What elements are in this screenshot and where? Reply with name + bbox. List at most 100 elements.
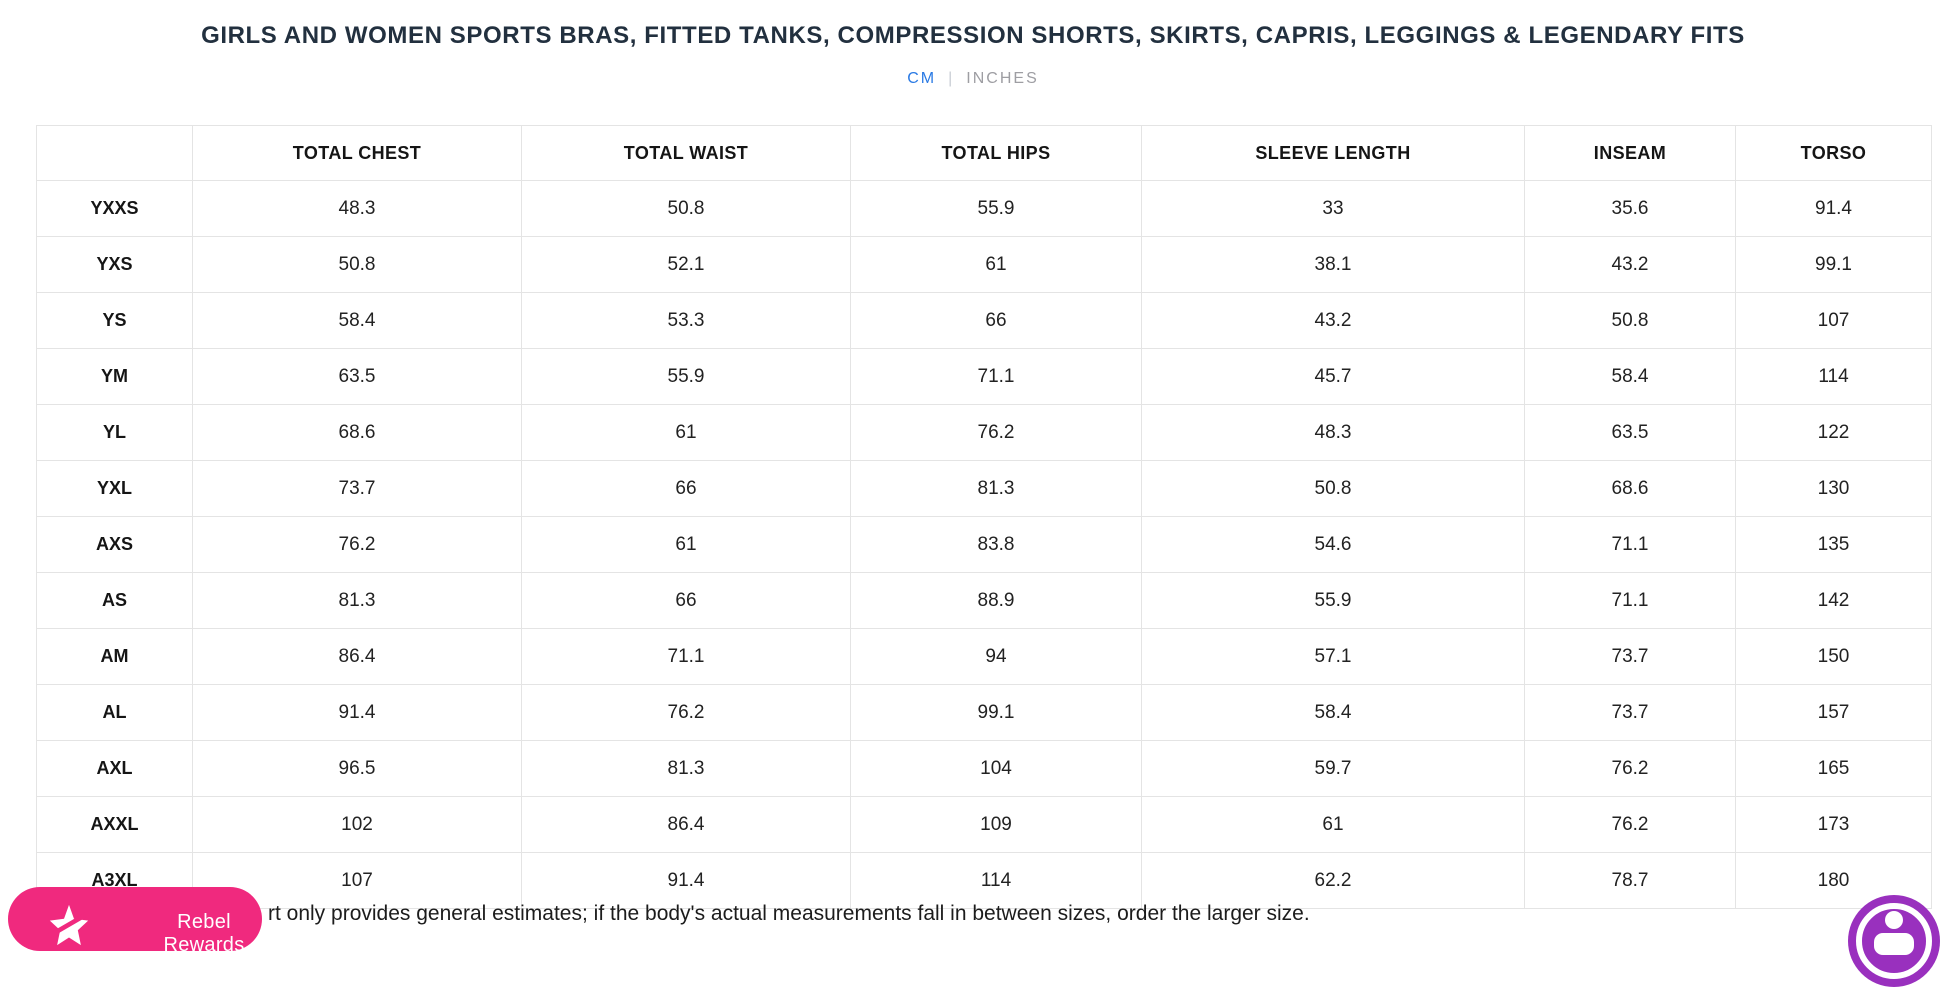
size-chart-table: TOTAL CHEST TOTAL WAIST TOTAL HIPS SLEEV… — [36, 125, 1932, 909]
rebel-star-icon — [48, 904, 89, 946]
measurement-cell: 53.3 — [521, 292, 851, 349]
measurement-cell: 33 — [1141, 180, 1525, 237]
table-row: YM 63.5 55.9 71.1 45.7 58.4 114 — [36, 348, 1932, 405]
measurement-cell: 50.8 — [1141, 460, 1525, 517]
measurement-cell: 96.5 — [192, 740, 522, 797]
measurement-cell: 61 — [850, 236, 1142, 293]
measurement-cell: 102 — [192, 796, 522, 853]
measurement-cell: 76.2 — [192, 516, 522, 573]
measurement-cell: 99.1 — [1735, 236, 1932, 293]
rebel-rewards-label: Rebel Rewards — [163, 911, 245, 956]
measurement-cell: 91.4 — [521, 852, 851, 909]
measurement-cell: 114 — [850, 852, 1142, 909]
rebel-rewards-button[interactable]: Rebel Rewards — [8, 887, 262, 956]
measurement-cell: 35.6 — [1524, 180, 1736, 237]
size-label: YXS — [36, 236, 193, 293]
column-header-torso: TORSO — [1735, 125, 1932, 181]
measurement-cell: 50.8 — [1524, 292, 1736, 349]
measurement-cell: 68.6 — [1524, 460, 1736, 517]
measurement-cell: 91.4 — [192, 684, 522, 741]
measurement-cell: 76.2 — [850, 404, 1142, 461]
measurement-cell: 73.7 — [1524, 684, 1736, 741]
measurement-cell: 61 — [521, 516, 851, 573]
column-header-total-hips: TOTAL HIPS — [850, 125, 1142, 181]
column-header-total-chest: TOTAL CHEST — [192, 125, 522, 181]
measurement-cell: 58.4 — [192, 292, 522, 349]
measurement-cell: 135 — [1735, 516, 1932, 573]
size-label: YS — [36, 292, 193, 349]
measurement-cell: 63.5 — [1524, 404, 1736, 461]
unit-inches-button[interactable]: INCHES — [966, 70, 1039, 87]
measurement-cell: 43.2 — [1524, 236, 1736, 293]
unit-cm-button[interactable]: CM — [907, 70, 937, 87]
table-row: AM 86.4 71.1 94 57.1 73.7 150 — [36, 628, 1932, 685]
column-header-sleeve-length: SLEEVE LENGTH — [1141, 125, 1525, 181]
measurement-cell: 76.2 — [1524, 740, 1736, 797]
table-row: AS 81.3 66 88.9 55.9 71.1 142 — [36, 572, 1932, 629]
measurement-cell: 150 — [1735, 628, 1932, 685]
measurement-cell: 114 — [1735, 348, 1932, 405]
measurement-cell: 130 — [1735, 460, 1932, 517]
measurement-cell: 55.9 — [521, 348, 851, 405]
measurement-cell: 50.8 — [521, 180, 851, 237]
measurement-cell: 109 — [850, 796, 1142, 853]
measurement-cell: 43.2 — [1141, 292, 1525, 349]
measurement-cell: 58.4 — [1141, 684, 1525, 741]
measurement-cell: 61 — [521, 404, 851, 461]
measurement-cell: 55.9 — [1141, 572, 1525, 629]
measurement-cell: 45.7 — [1141, 348, 1525, 405]
measurement-cell: 173 — [1735, 796, 1932, 853]
measurement-cell: 48.3 — [192, 180, 522, 237]
measurement-cell: 91.4 — [1735, 180, 1932, 237]
measurement-cell: 58.4 — [1524, 348, 1736, 405]
measurement-cell: 66 — [521, 572, 851, 629]
table-row: AL 91.4 76.2 99.1 58.4 73.7 157 — [36, 684, 1932, 741]
measurement-cell: 66 — [850, 292, 1142, 349]
measurement-cell: 86.4 — [521, 796, 851, 853]
measurement-cell: 76.2 — [1524, 796, 1736, 853]
measurement-cell: 83.8 — [850, 516, 1142, 573]
measurement-cell: 48.3 — [1141, 404, 1525, 461]
measurement-cell: 76.2 — [521, 684, 851, 741]
measurement-cell: 107 — [1735, 292, 1932, 349]
measurement-cell: 94 — [850, 628, 1142, 685]
table-row: YXL 73.7 66 81.3 50.8 68.6 130 — [36, 460, 1932, 517]
table-row: AXXL 102 86.4 109 61 76.2 173 — [36, 796, 1932, 853]
table-row: YL 68.6 61 76.2 48.3 63.5 122 — [36, 404, 1932, 461]
column-header-total-waist: TOTAL WAIST — [521, 125, 851, 181]
size-label: AL — [36, 684, 193, 741]
measurement-cell: 57.1 — [1141, 628, 1525, 685]
table-row: A3XL 107 91.4 114 62.2 78.7 180 — [36, 852, 1932, 909]
measurement-cell: 52.1 — [521, 236, 851, 293]
table-row: AXL 96.5 81.3 104 59.7 76.2 165 — [36, 740, 1932, 797]
size-label: AM — [36, 628, 193, 685]
measurement-cell: 88.9 — [850, 572, 1142, 629]
measurement-cell: 78.7 — [1524, 852, 1736, 909]
column-header-size — [36, 125, 193, 181]
measurement-cell: 142 — [1735, 572, 1932, 629]
size-label: AXL — [36, 740, 193, 797]
size-label: AS — [36, 572, 193, 629]
measurement-cell: 104 — [850, 740, 1142, 797]
measurement-cell: 73.7 — [1524, 628, 1736, 685]
table-row: YXXS 48.3 50.8 55.9 33 35.6 91.4 — [36, 180, 1932, 237]
person-icon — [1885, 911, 1903, 929]
column-header-inseam: INSEAM — [1524, 125, 1736, 181]
size-label: YL — [36, 404, 193, 461]
measurement-cell: 71.1 — [1524, 516, 1736, 573]
header-row: TOTAL CHEST TOTAL WAIST TOTAL HIPS SLEEV… — [36, 125, 1932, 181]
measurement-cell: 54.6 — [1141, 516, 1525, 573]
person-body-icon — [1874, 933, 1914, 955]
measurement-cell: 71.1 — [850, 348, 1142, 405]
size-label: YXL — [36, 460, 193, 517]
measurement-cell: 55.9 — [850, 180, 1142, 237]
chat-widget-button[interactable] — [1848, 895, 1940, 987]
measurement-cell: 59.7 — [1141, 740, 1525, 797]
measurement-cell: 50.8 — [192, 236, 522, 293]
table-row: AXS 76.2 61 83.8 54.6 71.1 135 — [36, 516, 1932, 573]
measurement-cell: 81.3 — [850, 460, 1142, 517]
measurement-cell: 71.1 — [521, 628, 851, 685]
measurement-cell: 99.1 — [850, 684, 1142, 741]
measurement-cell: 86.4 — [192, 628, 522, 685]
measurement-cell: 61 — [1141, 796, 1525, 853]
